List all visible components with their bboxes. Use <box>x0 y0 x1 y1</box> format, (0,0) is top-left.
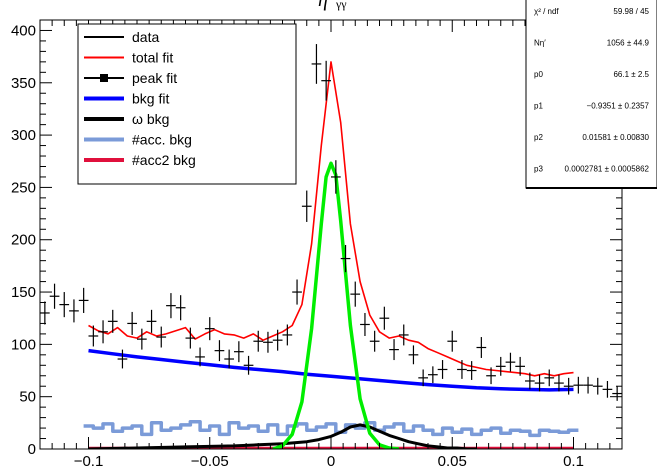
axes: 0 50 100 150 200 250 300 350 400 −0.1 −0.05 0 0.05 0.… <box>11 19 623 469</box>
stats-frame <box>525 0 657 189</box>
y-tick-label: 300 <box>11 127 36 144</box>
stats-value: 0.01581 ± 0.00830 <box>582 133 649 142</box>
chart-title: η′ <box>318 0 333 11</box>
stats-value: 59.98 / 45 <box>613 7 649 16</box>
y-tick-label: 100 <box>11 336 36 353</box>
legend: data total fit peak fit bkg fit ω bkg #acc. b… <box>77 23 297 185</box>
y-tick-label: 250 <box>11 179 36 196</box>
stats-value: 66.1 ± 2.5 <box>613 70 649 79</box>
y-tick-label: 150 <box>11 284 36 301</box>
legend-label: peak fit <box>132 70 177 86</box>
y-tick-label: 400 <box>11 22 36 39</box>
stats-value: 0.0002781 ± 0.0005862 <box>565 165 650 174</box>
legend-frame <box>77 23 297 185</box>
omega-bkg-line <box>88 423 477 449</box>
total-fit-line <box>88 61 574 377</box>
legend-label: total fit <box>132 50 173 66</box>
legend-marker <box>100 74 108 82</box>
stats-name: p1 <box>534 102 543 111</box>
stats-value: −0.9351 ± 0.2357 <box>587 102 650 111</box>
y-tick-label: 0 <box>28 441 36 458</box>
acc-bkg-line <box>83 420 579 438</box>
peak-fit-line <box>272 161 400 449</box>
legend-label: #acc. bkg <box>132 132 192 148</box>
legend-label: #acc2 bkg <box>132 152 196 168</box>
legend-label: ω bkg <box>132 111 169 127</box>
legend-label: data <box>132 29 159 45</box>
x-tick-label: 0.1 <box>563 453 584 469</box>
x-tick-label: 0.05 <box>438 453 467 469</box>
stats-name: χ² / ndf <box>534 7 559 16</box>
stats-name: p3 <box>534 165 543 174</box>
bkg-fit-line <box>88 348 574 392</box>
stats-name: Nη′ <box>534 39 546 48</box>
stats-name: p0 <box>534 70 543 79</box>
y-tick-label: 50 <box>19 389 36 406</box>
chart-title-subscript: γγ <box>335 0 347 11</box>
stats-box: χ² / ndf 59.98 / 45 Nη′ 1056 ± 44.9 p0 66.1 ±… <box>525 0 657 189</box>
y-tick-label: 350 <box>11 75 36 92</box>
x-tick-label: 0 <box>327 453 335 469</box>
stats-value: 1056 ± 44.9 <box>607 39 650 48</box>
x-tick-label: −0.05 <box>191 453 229 469</box>
plot-area <box>40 44 622 449</box>
x-tick-label: −0.1 <box>74 453 104 469</box>
y-tick-label: 200 <box>11 232 36 249</box>
stats-name: p2 <box>534 133 543 142</box>
series-group <box>40 44 622 449</box>
legend-label: bkg fit <box>132 91 169 107</box>
